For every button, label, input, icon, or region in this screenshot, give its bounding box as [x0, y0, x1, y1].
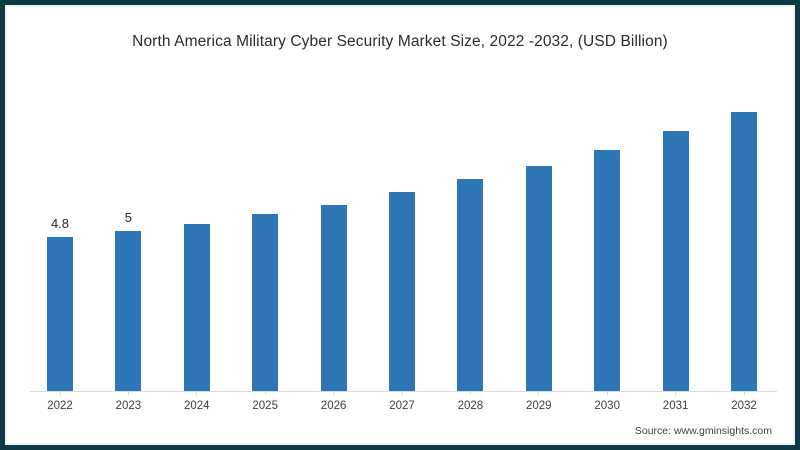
x-axis-tick — [606, 391, 608, 395]
x-axis-line — [30, 391, 777, 392]
bar-2029 — [525, 166, 552, 391]
x-axis-tick — [469, 391, 471, 395]
bar-2030 — [594, 150, 621, 391]
x-axis-label-2025: 2025 — [252, 400, 278, 412]
bar-2024 — [183, 224, 210, 391]
x-axis-tick — [264, 391, 266, 395]
x-axis-label-2032: 2032 — [731, 400, 757, 412]
x-axis-tick — [333, 391, 335, 395]
x-axis-label-2031: 2031 — [662, 400, 689, 412]
page-title: North America Military Cyber Security Ma… — [132, 33, 668, 50]
bar-2031 — [662, 130, 689, 391]
x-axis-tick — [401, 391, 403, 395]
x-axis-label-2029: 2029 — [526, 400, 552, 412]
bar-2022 — [47, 236, 73, 391]
bar-2025 — [252, 214, 279, 391]
x-axis-label-2027: 2027 — [389, 400, 415, 412]
x-axis-label-2022: 2022 — [47, 400, 73, 412]
x-axis-tick — [538, 391, 540, 395]
bar-value-label-2022: 4.8 — [50, 215, 70, 231]
x-axis-tick — [675, 391, 677, 395]
bar-value-label-2023: 5 — [124, 209, 132, 225]
x-axis-label-2024: 2024 — [184, 400, 210, 412]
x-axis-tick — [127, 391, 129, 395]
x-axis-tick — [59, 391, 61, 395]
source-attribution: Source: www.gminsights.com — [634, 425, 772, 437]
x-axis-tick — [743, 391, 745, 395]
x-axis-label-2023: 2023 — [115, 400, 142, 412]
bar-2032 — [731, 111, 757, 391]
bar-2028 — [457, 179, 484, 391]
bar-2027 — [389, 191, 415, 391]
x-axis-tick — [196, 391, 198, 395]
x-axis-label-2026: 2026 — [320, 400, 347, 412]
x-axis-label-2028: 2028 — [457, 400, 484, 412]
bar-2023 — [115, 230, 142, 391]
x-axis-label-2030: 2030 — [594, 400, 620, 412]
bar-2026 — [320, 204, 347, 391]
